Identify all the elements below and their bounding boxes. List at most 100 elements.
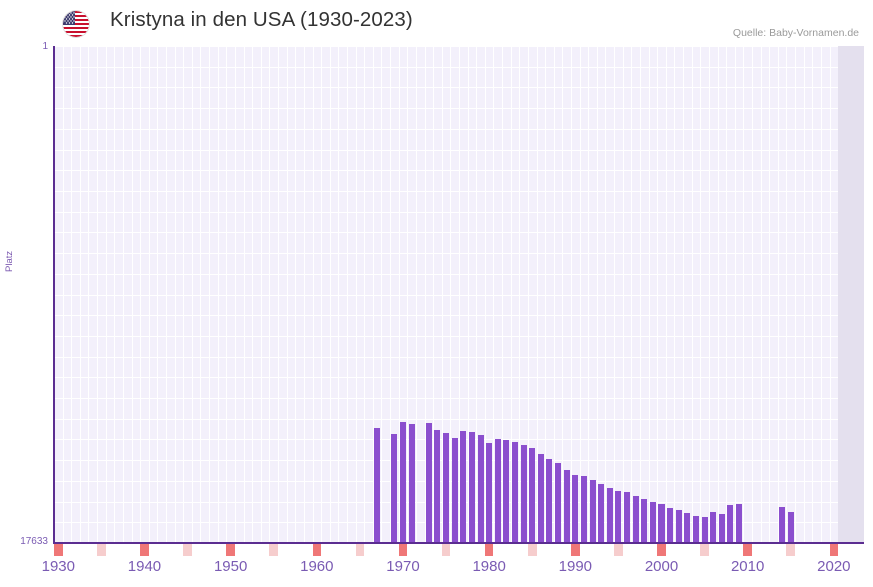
grid-line-vertical xyxy=(278,46,280,543)
grid-line-vertical xyxy=(614,46,616,543)
grid-line-vertical xyxy=(398,46,400,543)
grid-line-vertical xyxy=(726,46,728,543)
grid-line-vertical xyxy=(631,46,633,543)
bar[interactable] xyxy=(486,443,493,543)
x-axis-tick-major xyxy=(484,544,494,556)
bar[interactable] xyxy=(779,507,786,543)
bar[interactable] xyxy=(787,512,794,543)
bar[interactable] xyxy=(667,508,674,543)
bar[interactable] xyxy=(460,431,467,543)
bar[interactable] xyxy=(658,504,665,543)
grid-line-vertical xyxy=(62,46,64,543)
bar[interactable] xyxy=(555,463,562,543)
x-axis-tick-major xyxy=(571,544,580,556)
x-axis-tick-major xyxy=(312,544,322,556)
bar[interactable] xyxy=(494,439,501,543)
y-axis-label-top: 1 xyxy=(42,41,48,52)
grid-line-vertical xyxy=(786,46,788,543)
bar[interactable] xyxy=(408,424,415,543)
grid-line-vertical xyxy=(700,46,702,543)
grid-line-vertical xyxy=(579,46,581,543)
bar[interactable] xyxy=(692,516,699,543)
bar[interactable] xyxy=(710,512,717,543)
bar[interactable] xyxy=(399,422,406,543)
bar[interactable] xyxy=(624,492,631,543)
grid-line-vertical xyxy=(829,46,831,543)
page-title: Kristyna in den USA (1930-2023) xyxy=(110,8,413,31)
x-axis-tick-minor xyxy=(269,544,279,556)
grid-line-vertical xyxy=(390,46,392,543)
bar[interactable] xyxy=(684,513,691,543)
bar[interactable] xyxy=(572,475,579,543)
bar[interactable] xyxy=(632,496,639,543)
grid-line-vertical xyxy=(234,46,236,543)
grid-line-vertical xyxy=(364,46,366,543)
bar[interactable] xyxy=(512,442,519,543)
grid-line-vertical xyxy=(760,46,762,543)
grid-line-vertical xyxy=(484,46,486,543)
bar[interactable] xyxy=(615,491,622,543)
grid-line-vertical xyxy=(441,46,443,543)
grid-line-vertical xyxy=(562,46,564,543)
bar[interactable] xyxy=(443,433,450,543)
bar[interactable] xyxy=(649,502,656,543)
grid-line-horizontal xyxy=(54,212,864,213)
bar[interactable] xyxy=(727,505,734,543)
grid-line-vertical xyxy=(191,46,193,543)
x-axis-tick-major xyxy=(398,544,408,556)
grid-line-vertical xyxy=(312,46,314,543)
bar[interactable] xyxy=(718,514,725,543)
bar[interactable] xyxy=(468,432,475,543)
grid-line-vertical xyxy=(795,46,797,543)
x-axis-tick-major xyxy=(743,544,752,556)
bar[interactable] xyxy=(598,484,605,543)
grid-line-vertical xyxy=(493,46,495,543)
grid-line-horizontal xyxy=(54,67,864,68)
grid-line-horizontal xyxy=(54,481,864,482)
x-axis-tick-major xyxy=(657,544,666,556)
grid-line-vertical xyxy=(502,46,504,543)
x-axis-tick-minor xyxy=(700,544,709,556)
grid-line-horizontal xyxy=(54,253,864,254)
bar[interactable] xyxy=(520,445,527,543)
bar[interactable] xyxy=(701,517,708,543)
x-axis-line xyxy=(53,542,864,544)
grid-line-horizontal xyxy=(54,129,864,130)
bar[interactable] xyxy=(580,476,587,543)
x-axis-tick-minor xyxy=(614,544,623,556)
bar[interactable] xyxy=(537,454,544,543)
bar[interactable] xyxy=(589,480,596,543)
grid-line-vertical xyxy=(424,46,426,543)
grid-line-vertical xyxy=(303,46,305,543)
x-axis-tick-minor xyxy=(97,544,106,556)
x-axis-tick-minor xyxy=(527,544,537,556)
bar[interactable] xyxy=(425,423,432,543)
bar[interactable] xyxy=(546,459,553,543)
bar[interactable] xyxy=(529,448,536,543)
grid-line-vertical xyxy=(183,46,185,543)
bar[interactable] xyxy=(503,440,510,543)
bar[interactable] xyxy=(477,435,484,543)
grid-line-vertical xyxy=(433,46,435,543)
grid-line-vertical xyxy=(260,46,262,543)
bar[interactable] xyxy=(391,434,398,543)
x-axis-tick-minor xyxy=(355,544,365,556)
bar[interactable] xyxy=(641,499,648,543)
x-axis-tick-minor xyxy=(786,544,796,556)
grid-line-vertical xyxy=(407,46,409,543)
bar[interactable] xyxy=(374,428,381,543)
bar[interactable] xyxy=(606,488,613,543)
x-axis-tick-label: 1960 xyxy=(300,558,334,575)
bar[interactable] xyxy=(675,510,682,543)
grid-line-vertical xyxy=(140,46,142,543)
bar[interactable] xyxy=(451,438,458,543)
bar[interactable] xyxy=(736,504,743,543)
bar[interactable] xyxy=(563,470,570,543)
grid-line-vertical xyxy=(717,46,719,543)
x-axis-tick-major xyxy=(54,544,63,556)
x-axis-tick-major xyxy=(829,544,839,556)
bar[interactable] xyxy=(434,430,441,543)
grid-line-vertical xyxy=(648,46,650,543)
grid-line-vertical xyxy=(114,46,116,543)
